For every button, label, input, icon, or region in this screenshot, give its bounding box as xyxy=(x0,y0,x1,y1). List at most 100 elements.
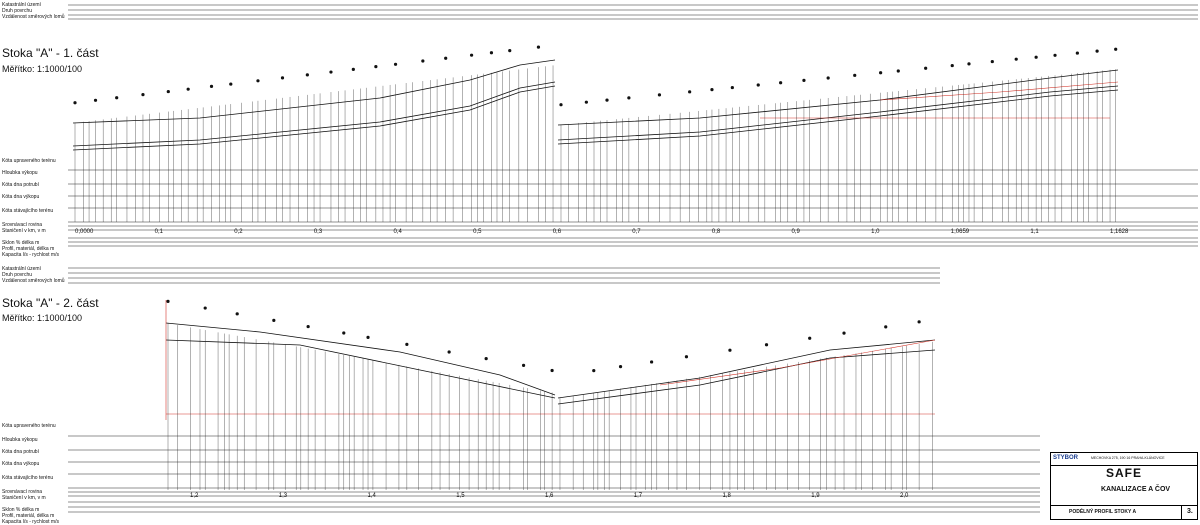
section-2-table-grid xyxy=(68,435,1040,513)
manhole-marker xyxy=(421,59,425,63)
km-mark: 1,9 xyxy=(811,493,820,499)
manhole-marker xyxy=(342,331,346,335)
manhole-marker xyxy=(229,82,233,86)
km-mark: 2,0 xyxy=(900,493,909,499)
header-label: Druh povrchu xyxy=(2,8,33,14)
manhole-marker xyxy=(235,312,239,316)
manhole-marker xyxy=(592,369,596,373)
row-label: Kóta dna výkopu xyxy=(2,461,40,467)
manhole-marker xyxy=(256,79,260,83)
manhole-marker xyxy=(657,93,662,97)
km-mark: 0,8 xyxy=(712,229,721,235)
title-block: STYBOR MECHOVKA 275, 190 16 PRAHA-KLÁNOV… xyxy=(1050,452,1198,520)
manhole-marker xyxy=(305,73,309,77)
manhole-marker xyxy=(166,89,170,94)
manhole-marker xyxy=(447,350,451,354)
manhole-marker xyxy=(115,96,119,100)
pipe-line-lower xyxy=(72,85,556,151)
row-label: Srovnávací rovina xyxy=(2,222,43,228)
row-label: Kóta upraveného terénu xyxy=(2,423,56,429)
manhole-marker xyxy=(650,360,654,364)
manhole-marker xyxy=(802,78,806,83)
section-1-red-annotations xyxy=(760,81,1119,119)
manhole-marker xyxy=(688,90,692,94)
km-mark: 1,5 xyxy=(456,493,465,499)
pipe-line-lower xyxy=(557,89,1119,145)
row-label: Kóta upraveného terénu xyxy=(2,158,56,164)
pipe-line xyxy=(165,339,556,399)
manhole-marker xyxy=(444,56,448,60)
row-label: Kóta dna výkopu xyxy=(2,194,40,200)
manhole-marker xyxy=(764,343,769,347)
km-mark: 0,2 xyxy=(234,229,243,235)
row-label: Kóta stávajícího terénu xyxy=(2,208,54,214)
manhole-marker xyxy=(990,59,994,64)
manhole-marker xyxy=(393,62,398,66)
km-mark: 1,6 xyxy=(545,493,554,499)
company-address: MECHOVKA 275, 190 16 PRAHA-KLÁNOVICE xyxy=(1091,456,1165,460)
section-2-header: Katastrální území Druh povrchu Vzdálenos… xyxy=(2,266,65,284)
row-label: Srovnávací rovina xyxy=(2,489,43,495)
manhole-marker xyxy=(728,348,732,352)
manhole-marker xyxy=(141,93,145,97)
manhole-marker xyxy=(93,98,98,102)
row-label: Kapacita l/s - rychlost m/s xyxy=(2,519,59,525)
manhole-marker xyxy=(756,83,760,87)
km-mark: 1,0 xyxy=(871,229,880,235)
manhole-marker xyxy=(166,299,170,303)
row-label: Sklon % délka m xyxy=(2,240,40,246)
header-label: Vzdálenost směrových lomů xyxy=(2,14,65,20)
terrain-line xyxy=(557,339,936,399)
pipe-line xyxy=(557,349,936,405)
row-label: Profil, materiál, délka m xyxy=(2,246,55,252)
manhole-marker xyxy=(853,73,857,77)
manhole-marker xyxy=(1014,57,1018,61)
section-1-km-marks: 0,0000 0,1 0,2 0,3 0,4 0,5 0,6 0,7 0,8 0,9 1,0 1,06… xyxy=(75,229,1129,235)
km-mark: 0,6 xyxy=(553,229,562,235)
manhole-marker xyxy=(351,67,355,71)
manhole-marker xyxy=(842,331,846,335)
manhole-marker xyxy=(779,81,783,85)
manhole-marker xyxy=(73,101,77,105)
manhole-marker xyxy=(879,71,883,75)
logo: SAFE xyxy=(1106,466,1143,480)
section-2-header-grid xyxy=(68,267,940,284)
manhole-marker xyxy=(826,76,830,80)
km-mark: 0,7 xyxy=(632,229,641,235)
section-1-terrain xyxy=(72,59,1119,151)
manhole-marker xyxy=(967,62,971,66)
row-label: Hloubka výkopu xyxy=(2,170,38,176)
row-label: Kóta stávajícího terénu xyxy=(2,475,54,481)
section-2-title: Stoka "A" - 2. část xyxy=(2,296,99,310)
km-mark: 0,5 xyxy=(473,229,482,235)
header-label: Druh povrchu xyxy=(2,272,33,278)
manhole-marker xyxy=(684,355,689,359)
manhole-marker xyxy=(508,48,512,53)
manhole-marker xyxy=(469,53,474,57)
manhole-marker xyxy=(405,342,409,346)
section-2-scale: Měřítko: 1:1000/100 xyxy=(2,313,83,323)
manhole-marker xyxy=(1095,49,1099,53)
manhole-marker xyxy=(550,368,554,373)
manhole-marker xyxy=(618,365,623,369)
km-mark: 0,9 xyxy=(792,229,801,235)
section-1-title: Stoka "A" - 1. část xyxy=(2,46,99,60)
project-name: KANALIZACE A ČOV xyxy=(1101,486,1171,493)
km-mark: 1,3 xyxy=(279,493,288,499)
km-mark: 0,1 xyxy=(155,229,164,235)
manhole-marker xyxy=(710,88,714,92)
row-label: Profil, materiál, délka m xyxy=(2,513,55,519)
section-1-scale: Měřítko: 1:1000/100 xyxy=(2,64,83,74)
sheet-title: PODÉLNÝ PROFIL STOKY A xyxy=(1069,509,1137,515)
row-label: Staničení v km, v m xyxy=(2,228,46,234)
manhole-marker xyxy=(280,76,285,80)
manhole-marker xyxy=(1053,53,1057,57)
manhole-marker xyxy=(917,320,921,324)
header-label: Katastrální území xyxy=(2,266,41,272)
manhole-marker xyxy=(924,66,928,70)
manhole-marker xyxy=(366,335,370,339)
manhole-marker xyxy=(884,325,888,329)
row-label: Hloubka výkopu xyxy=(2,437,38,443)
manhole-marker xyxy=(209,84,214,88)
